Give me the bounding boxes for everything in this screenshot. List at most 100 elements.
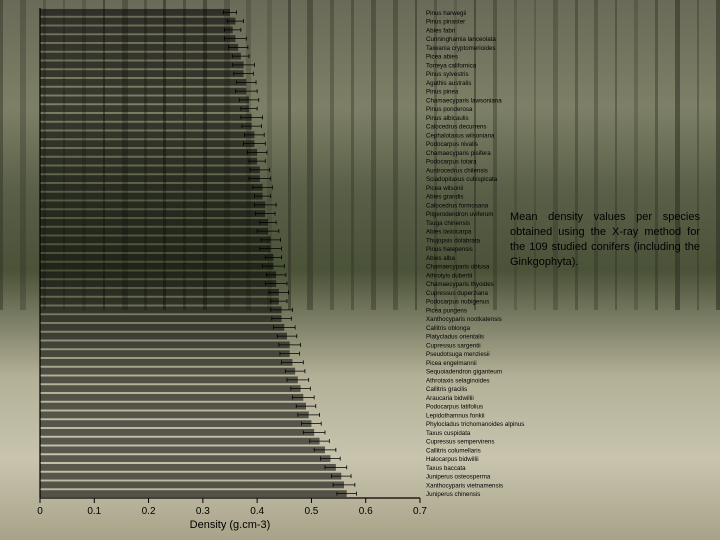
species-label: Cupressus duperziana: [426, 290, 488, 297]
density-bar: [40, 18, 235, 25]
species-label: Calocedrus formosana: [426, 202, 489, 209]
density-bar: [40, 341, 290, 348]
density-bar: [40, 245, 271, 252]
density-bar: [40, 228, 268, 235]
density-bar: [40, 61, 244, 68]
species-label: Phylocladus trichomanoides alpinus: [426, 421, 524, 428]
species-label: Cunninghamia lanceolata: [426, 36, 496, 43]
density-bar: [40, 140, 254, 147]
species-label: Athrotaxis selaginoides: [426, 377, 490, 384]
density-bar: [40, 429, 314, 436]
density-bar: [40, 114, 252, 121]
species-label: Xanthocyparis vietnamensis: [426, 482, 503, 489]
density-bar: [40, 350, 290, 357]
density-bar: [40, 403, 306, 410]
species-label: Thujopsis dolabrata: [426, 237, 481, 244]
density-bar: [40, 254, 273, 261]
density-bar: [40, 280, 276, 287]
species-label: Taxus baccata: [426, 465, 466, 472]
density-bar: [40, 166, 260, 173]
species-label: Cupressus sempervirens: [426, 439, 494, 446]
svg-text:0.6: 0.6: [359, 506, 373, 517]
species-label: Pinus sylvestris: [426, 71, 469, 78]
species-label: Sequoiadendron giganteum: [426, 369, 502, 376]
species-label: Pinus ponderosa: [426, 106, 473, 113]
species-label: Pinus albicaulis: [426, 115, 469, 122]
density-bar: [40, 35, 235, 42]
chart-caption: Mean density values per species obtained…: [510, 210, 700, 269]
species-label: Sciadopitaxus cubispicata: [426, 176, 498, 183]
species-label: Athrotyis dubertii: [426, 272, 472, 279]
species-label: Abies lasiocarpa: [426, 229, 472, 236]
species-label: Pseudotsuga menziesii: [426, 351, 490, 358]
density-bar: [40, 333, 287, 340]
density-bar: [40, 359, 292, 366]
density-bar: [40, 44, 238, 51]
species-label: Picea engelmannii: [426, 360, 477, 367]
density-bar: [40, 438, 320, 445]
density-bar: [40, 123, 252, 130]
density-bar: [40, 324, 284, 331]
density-bar: [40, 158, 257, 165]
density-bar: [40, 289, 279, 296]
species-label: Chamaecyparis lawsoniana: [426, 97, 502, 104]
density-bar: [40, 420, 311, 427]
species-label: Pinus halepensis: [426, 246, 473, 253]
species-label: Picea pungens: [426, 307, 467, 314]
species-label: Pilgerodendron uviferum: [426, 211, 493, 218]
species-label: Taxus cuspidata: [426, 430, 471, 437]
svg-text:Density (g.cm-3): Density (g.cm-3): [190, 519, 271, 531]
species-label: Callitris gracilis: [426, 386, 467, 393]
density-bar: [40, 131, 254, 138]
species-label: Abies grandis: [426, 194, 464, 201]
species-label: Pinus pinea: [426, 89, 459, 96]
density-bar: [40, 490, 347, 497]
species-label: Abies alba: [426, 255, 455, 262]
density-bar: [40, 315, 282, 322]
species-label: Podocarpus latifolius: [426, 404, 483, 411]
svg-text:0.7: 0.7: [413, 506, 427, 517]
species-label: Halocarpus bidwillii: [426, 456, 479, 463]
density-bar: [40, 201, 265, 208]
density-bar: [40, 376, 298, 383]
svg-text:0.2: 0.2: [142, 506, 156, 517]
species-label: Chamaecyparis obtusa: [426, 264, 490, 271]
density-bar: [40, 473, 341, 480]
density-bar: [40, 26, 233, 33]
svg-text:0.4: 0.4: [250, 506, 264, 517]
svg-text:0.1: 0.1: [87, 506, 101, 517]
density-bar: [40, 411, 309, 418]
density-bar: [40, 175, 260, 182]
species-label: Pinus harwegii: [426, 10, 466, 17]
density-bar: [40, 219, 268, 226]
density-bar-chart: 00.10.20.30.40.50.60.7Density (g.cm-3)Pi…: [0, 0, 720, 540]
species-label: Cupressus sargentii: [426, 342, 481, 349]
density-bar: [40, 368, 295, 375]
density-bar: [40, 79, 246, 86]
species-label: Austrocedrus chilensis: [426, 167, 488, 174]
density-bar: [40, 385, 301, 392]
species-label: Calocedrus decurrens: [426, 124, 487, 131]
species-label: Callitris columellaris: [426, 447, 481, 454]
svg-text:0.5: 0.5: [304, 506, 318, 517]
species-label: Xanthocyparis nootkatensis: [426, 316, 502, 323]
species-label: Pinus pinaster: [426, 19, 465, 26]
density-bar: [40, 271, 276, 278]
density-bar: [40, 306, 282, 313]
species-label: Cephalotaxus wilsoniana: [426, 132, 495, 139]
species-label: Picea wilsonii: [426, 185, 463, 192]
density-bar: [40, 394, 303, 401]
density-bar: [40, 210, 265, 217]
density-bar: [40, 464, 336, 471]
density-bar: [40, 481, 344, 488]
density-bar: [40, 9, 230, 16]
species-label: Picea abies: [426, 54, 458, 61]
density-bar: [40, 70, 244, 77]
density-bar: [40, 455, 330, 462]
species-label: Juniperus chinensis: [426, 491, 480, 498]
density-bar: [40, 149, 257, 156]
species-label: Taiwania cryptomerioides: [426, 45, 495, 52]
density-bar: [40, 88, 246, 95]
species-label: Tsuga chinensis: [426, 220, 470, 227]
species-label: Podocarpus totara: [426, 159, 477, 166]
